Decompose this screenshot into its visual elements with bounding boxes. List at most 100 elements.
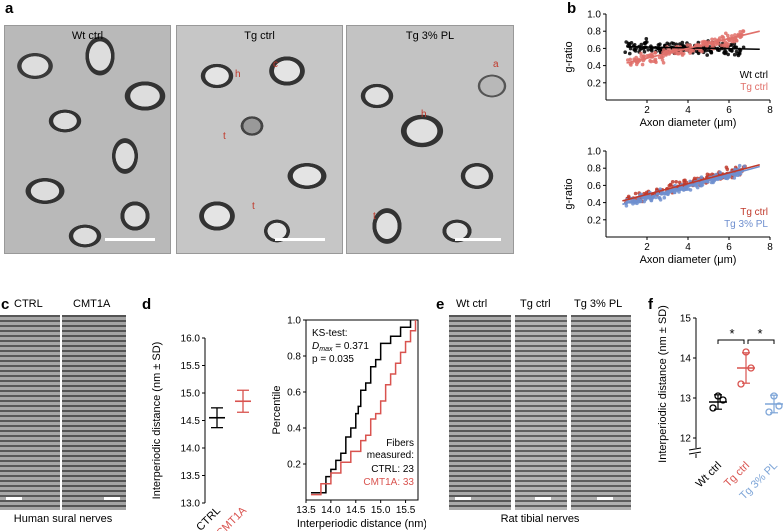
legend-entry: Tg ctrl xyxy=(740,207,768,218)
data-point xyxy=(730,34,734,38)
data-point xyxy=(709,180,714,185)
data-point xyxy=(648,58,652,63)
data-point xyxy=(645,54,649,58)
data-point xyxy=(737,380,745,388)
data-point xyxy=(713,43,718,47)
category-label: Wt ctrl xyxy=(694,460,725,491)
tag-label: h xyxy=(235,69,241,80)
d-left-axes xyxy=(202,337,206,504)
b-bottom-points xyxy=(622,163,760,208)
data-point xyxy=(699,175,704,179)
x-axis-label: Interperiodic distance (nm) xyxy=(297,518,426,530)
data-point xyxy=(632,48,636,52)
data-point xyxy=(628,46,633,51)
y-axis-label: Interperiodic distance (nm ± SD) xyxy=(151,342,163,500)
data-point xyxy=(705,44,709,48)
sig-bracket xyxy=(747,339,775,344)
data-point xyxy=(725,176,730,181)
data-point xyxy=(628,57,632,62)
data-point xyxy=(644,190,649,195)
y-tick-label: 0.2 xyxy=(587,78,601,89)
y-tick-label: 0.2 xyxy=(587,215,601,226)
micrograph-title: Tg ctrl xyxy=(244,30,275,42)
data-point xyxy=(714,392,722,400)
data-point xyxy=(642,54,646,59)
plot-frame xyxy=(305,319,419,501)
b-bottom-labels: 0.2 0.4 0.6 0.8 1.0 2 4 6 8 Axon diameter (μm) g-r… xyxy=(563,147,773,267)
panel-label-c: c xyxy=(1,296,10,313)
data-point xyxy=(642,199,646,204)
data-point xyxy=(688,43,692,48)
data-point xyxy=(632,43,637,47)
data-point xyxy=(734,49,739,54)
data-point xyxy=(734,38,738,43)
data-point xyxy=(696,51,701,56)
data-point xyxy=(705,53,709,57)
tag-label: c xyxy=(273,59,278,70)
data-point xyxy=(765,408,773,416)
em-image-wt xyxy=(449,315,511,510)
caption-human-sural: Human sural nerves xyxy=(13,513,113,525)
data-point xyxy=(662,48,666,52)
b-top-labels: 0.2 0.4 0.6 0.8 1.0 2 4 6 8 Axon diameter (μm) g-r… xyxy=(563,10,773,130)
scale-bar xyxy=(455,497,471,500)
micrograph-tg-3pl: Tg 3% PL a h t xyxy=(346,25,514,254)
f-marks xyxy=(709,339,783,416)
data-point xyxy=(653,51,658,55)
y-tick-label: 0.8 xyxy=(587,164,601,175)
d-right-lines xyxy=(310,320,417,496)
data-point xyxy=(732,52,737,57)
y-tick-label: 0.4 xyxy=(287,424,301,435)
x-tick-label: 2 xyxy=(644,105,650,116)
data-point xyxy=(667,42,671,47)
dmax-label: Dmax = 0.371 xyxy=(312,341,369,353)
data-point xyxy=(699,183,703,188)
data-point xyxy=(658,42,662,46)
data-point xyxy=(661,61,666,65)
b-bottom-axes xyxy=(603,150,771,240)
fit-line xyxy=(622,163,760,202)
y-tick-label: 0.6 xyxy=(287,388,301,399)
data-point xyxy=(732,176,737,180)
micrograph-tg-ctrl: Tg ctrl h t t c xyxy=(176,25,343,254)
data-point xyxy=(657,55,662,60)
y-axis-label: g-ratio xyxy=(563,41,575,72)
data-point xyxy=(688,49,693,54)
x-axis-label: Axon diameter (μm) xyxy=(640,254,737,266)
y-tick-label: 0.8 xyxy=(587,27,601,38)
fibers-ctrl: CTRL: 23 xyxy=(371,464,414,475)
y-tick-label: 15 xyxy=(680,314,692,325)
data-point xyxy=(682,178,686,183)
sig-star: * xyxy=(729,326,734,341)
data-point xyxy=(723,51,727,56)
b-top-axes xyxy=(603,13,771,103)
legend-entry: Tg ctrl xyxy=(740,82,768,93)
data-point xyxy=(674,180,678,184)
data-point xyxy=(639,51,643,56)
data-point xyxy=(685,43,690,47)
y-tick-label: 0.6 xyxy=(587,44,601,55)
d-left-chart: 13.0 13.5 14.0 14.5 15.0 15.5 16.0 Interperiodi… xyxy=(151,334,251,531)
data-point xyxy=(742,348,750,356)
em-image-cmt1a xyxy=(62,315,126,510)
data-point xyxy=(661,54,665,59)
x-tick-label: 14.0 xyxy=(321,505,341,516)
data-point xyxy=(643,41,647,46)
data-point xyxy=(688,188,693,192)
data-point xyxy=(723,42,727,47)
panel-c-title-cmt1a: CMT1A xyxy=(73,298,111,310)
data-point xyxy=(639,54,644,59)
d-right-labels: 0.2 0.4 0.6 0.8 1.0 13.5 14.0 14.5 15.0 15.5 Inter… xyxy=(271,316,426,531)
panel-e-title-tgpl: Tg 3% PL xyxy=(574,298,623,310)
y-axis-label: Percentile xyxy=(271,386,283,435)
data-point xyxy=(775,402,783,410)
data-point xyxy=(718,36,722,40)
data-point xyxy=(738,30,742,34)
data-point xyxy=(644,37,649,41)
data-point xyxy=(649,198,653,202)
y-tick-label: 0.4 xyxy=(587,198,601,209)
micrograph-wt-ctrl: Wt ctrl xyxy=(4,25,171,254)
panel-e-title-tg: Tg ctrl xyxy=(520,298,551,310)
y-tick-label: 1.0 xyxy=(587,10,601,21)
data-point xyxy=(723,49,727,53)
